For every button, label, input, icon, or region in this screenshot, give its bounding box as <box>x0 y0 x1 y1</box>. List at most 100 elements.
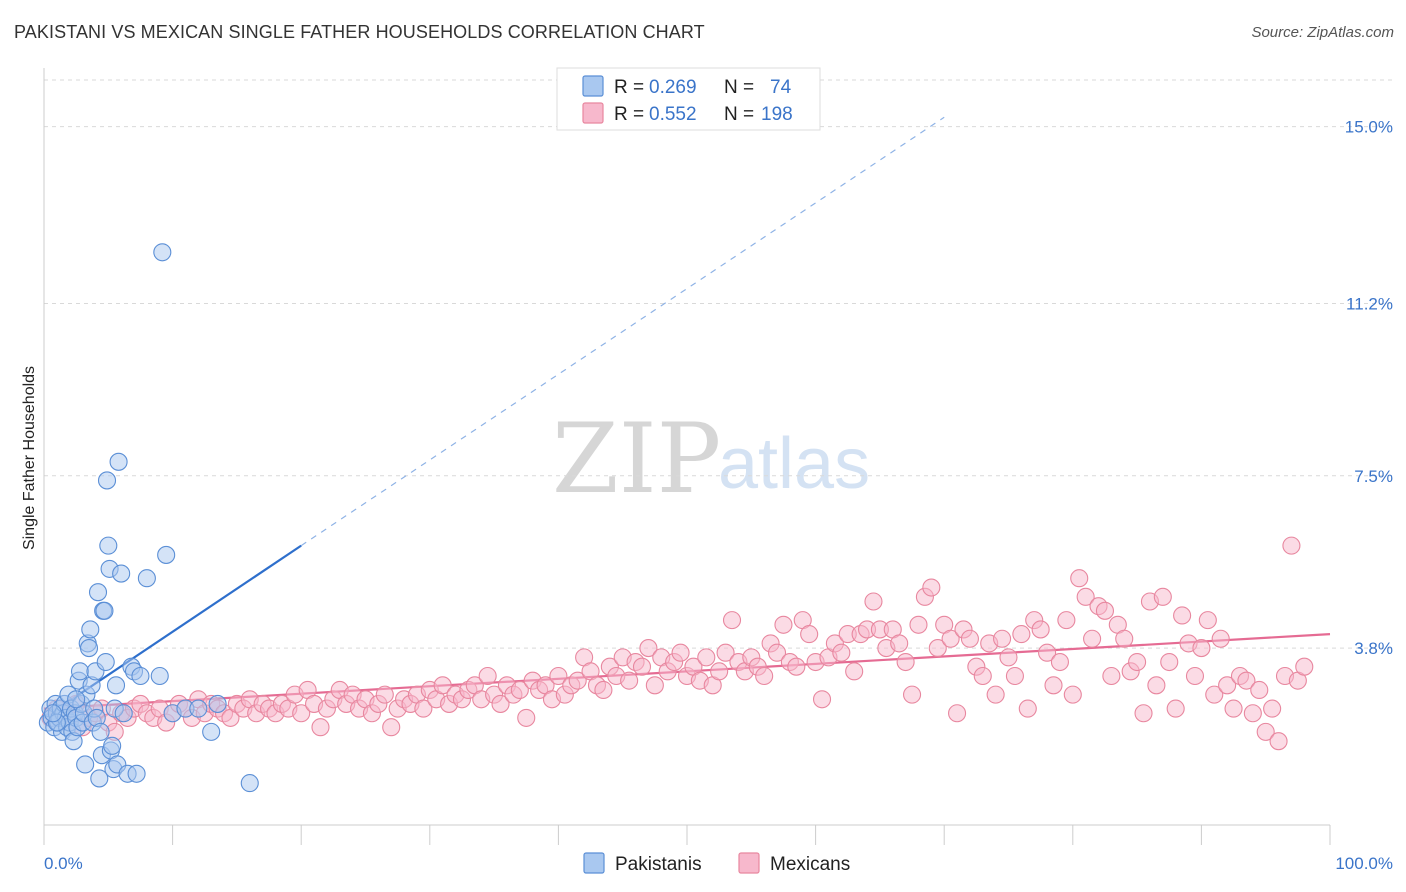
point-mexicans-53 <box>382 718 401 737</box>
point-pakistanis-73 <box>43 704 63 723</box>
point-mexicans-104 <box>710 662 729 681</box>
point-mexicans-125 <box>845 662 864 681</box>
point-pakistanis-23 <box>70 662 90 681</box>
point-mexicans-178 <box>1185 666 1205 686</box>
point-pakistanis-67 <box>202 722 221 741</box>
point-mexicans-174 <box>1160 652 1179 672</box>
point-pakistanis-44 <box>97 471 117 490</box>
point-mexicans-152 <box>1018 699 1037 718</box>
point-mexicans-149 <box>999 648 1018 667</box>
legend-swatch-pakistanis <box>582 75 604 97</box>
point-pakistanis-68 <box>208 694 227 713</box>
point-mexicans-179 <box>1192 639 1211 658</box>
point-mexicans-141 <box>948 704 967 723</box>
point-mexicans-162 <box>1083 629 1102 648</box>
point-mexicans-86 <box>594 680 613 700</box>
point-mexicans-138 <box>928 639 947 658</box>
point-mexicans-98 <box>671 643 690 662</box>
legend-n-label-mexicans: N = <box>724 104 754 125</box>
point-pakistanis-59 <box>127 764 146 783</box>
gridlines <box>44 79 1392 649</box>
point-pakistanis-30 <box>79 639 99 658</box>
point-mexicans-188 <box>1250 680 1269 700</box>
legend-n-label-pakistanis: N = <box>724 77 754 98</box>
point-mexicans-175 <box>1166 699 1185 718</box>
point-mexicans-157 <box>1050 652 1069 672</box>
legend-r-value-mexicans: 0.552 <box>649 104 697 125</box>
point-pakistanis-66 <box>189 699 208 718</box>
point-mexicans-52 <box>375 685 394 704</box>
point-mexicans-191 <box>1269 732 1288 751</box>
point-mexicans-170 <box>1134 704 1153 723</box>
bottom-legend-swatch-pakistanis <box>583 852 605 874</box>
watermark-atlas: atlas <box>718 424 870 504</box>
point-mexicans-182 <box>1211 629 1230 648</box>
point-pakistanis-69 <box>153 243 172 262</box>
point-mexicans-148 <box>993 629 1012 648</box>
y-tick-label-0: 3.8% <box>1354 639 1393 658</box>
point-mexicans-102 <box>697 648 716 667</box>
watermark-zip: ZIP <box>552 403 721 515</box>
y-tick-label-2: 11.2% <box>1346 295 1393 314</box>
point-mexicans-156 <box>1044 676 1063 695</box>
point-mexicans-132 <box>890 634 909 653</box>
point-mexicans-114 <box>774 615 793 634</box>
point-mexicans-61 <box>433 676 452 695</box>
bottom-legend-label-mexicans: Mexicans <box>770 854 850 875</box>
point-mexicans-73 <box>510 680 529 700</box>
legend-r-label-pakistanis: R = <box>614 77 644 98</box>
point-mexicans-111 <box>755 666 774 686</box>
point-mexicans-181 <box>1205 685 1224 704</box>
point-mexicans-74 <box>517 708 536 727</box>
point-pakistanis-38 <box>90 769 109 788</box>
point-pakistanis-62 <box>150 666 169 686</box>
point-mexicans-58 <box>414 699 433 718</box>
point-mexicans-150 <box>1005 666 1024 686</box>
point-mexicans-173 <box>1153 587 1172 606</box>
chart-title: PAKISTANI VS MEXICAN SINGLE FATHER HOUSE… <box>14 22 705 42</box>
point-mexicans-176 <box>1173 606 1192 625</box>
point-mexicans-169 <box>1128 652 1147 672</box>
point-mexicans-147 <box>986 685 1005 704</box>
point-mexicans-184 <box>1224 699 1243 718</box>
point-mexicans-193 <box>1282 536 1301 555</box>
point-pakistanis-61 <box>137 569 156 588</box>
y-axis-label: Single Father Households <box>21 366 38 550</box>
point-pakistanis-55 <box>114 704 133 723</box>
point-pakistanis-37 <box>88 583 108 602</box>
point-mexicans-79 <box>549 666 568 686</box>
point-mexicans-195 <box>1295 657 1314 676</box>
bottom-legend-swatch-mexicans <box>738 852 760 874</box>
point-mexicans-164 <box>1095 601 1114 620</box>
point-mexicans-42 <box>311 718 330 737</box>
point-mexicans-93 <box>639 639 658 658</box>
point-mexicans-135 <box>909 615 928 634</box>
point-mexicans-128 <box>864 592 883 611</box>
point-mexicans-92 <box>632 657 652 676</box>
point-mexicans-158 <box>1057 611 1076 630</box>
point-mexicans-118 <box>800 625 819 644</box>
point-mexicans-137 <box>922 578 941 597</box>
legend-r-value-pakistanis: 0.269 <box>649 77 697 98</box>
legend-n-value-pakistanis: 74 <box>770 77 792 98</box>
point-pakistanis-43 <box>96 652 115 672</box>
bottom-legend-label-pakistanis: Pakistanis <box>615 854 702 875</box>
y-tick-labels: 3.8% 7.5% 11.2% 15.0% <box>1345 118 1393 659</box>
point-mexicans-70 <box>491 694 510 713</box>
point-mexicans-140 <box>941 629 960 648</box>
point-pakistanis-53 <box>109 452 128 471</box>
point-mexicans-190 <box>1263 699 1282 718</box>
point-mexicans-145 <box>973 666 992 686</box>
point-mexicans-123 <box>832 643 851 662</box>
x-tick-label-min: 0.0% <box>44 854 83 873</box>
point-mexicans-134 <box>902 685 922 704</box>
point-pakistanis-42 <box>95 601 114 620</box>
point-pakistanis-45 <box>99 536 118 555</box>
point-mexicans-186 <box>1237 671 1256 690</box>
point-mexicans-155 <box>1038 643 1057 662</box>
point-pakistanis-48 <box>103 736 122 755</box>
point-mexicans-113 <box>767 643 787 662</box>
point-mexicans-106 <box>722 611 742 630</box>
point-pakistanis-71 <box>67 690 86 709</box>
point-pakistanis-54 <box>112 564 131 583</box>
